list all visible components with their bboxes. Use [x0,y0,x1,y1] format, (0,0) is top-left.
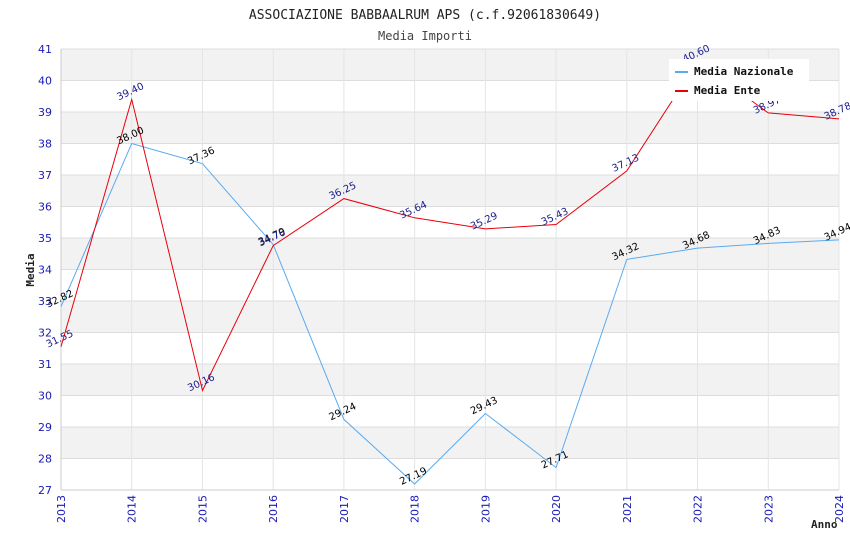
x-axis-title: Anno [811,518,838,531]
series-line-media-nazionale [60,142,840,485]
y-tick-label: 40 [38,75,52,88]
x-tick-labels: 2013 2014 2015 2016 2017 2018 2019 2020 2021 2022… [55,495,846,523]
series-line-media-ente [60,60,840,392]
y-tick-label: 32 [38,327,52,340]
chart-subtitle: Media Importi [378,29,472,43]
data-label: 37.36 [186,145,217,167]
y-tick-label: 28 [38,453,52,466]
x-tick-label: 2019 [479,495,492,523]
x-tick-label: 2016 [267,495,280,523]
grid-band [61,364,839,396]
x-tick-label: 2020 [550,495,563,523]
data-label: 35.29 [469,211,500,233]
x-tick-label: 2018 [409,495,422,523]
chart-title: ASSOCIAZIONE BABBAALRUM APS (c.f.9206183… [249,8,601,23]
y-tick-label: 35 [38,232,52,245]
grid-band [61,301,839,333]
y-tick-label: 36 [38,201,52,214]
grid-band [61,112,839,144]
x-tick-label: 2021 [621,495,634,523]
x-tick-label: 2024 [833,495,846,523]
y-tick-label: 39 [38,106,52,119]
x-tick-label: 2017 [338,495,351,523]
y-tick-labels: 27 28 29 30 31 32 33 34 35 36 37 38 39 40 41 [38,43,52,497]
y-tick-label: 29 [38,421,52,434]
x-tick-label: 2013 [55,495,68,523]
y-tick-label: 31 [38,358,52,371]
y-tick-label: 37 [38,169,52,182]
y-axis-title: Media [24,253,37,286]
chart-axes [60,49,839,491]
x-tick-label: 2014 [126,495,139,523]
chart-gridlines [60,48,840,491]
y-tick-label: 41 [38,43,52,56]
legend-label-media-nazionale: Media Nazionale [694,65,794,78]
x-tick-label: 2015 [196,495,209,523]
y-tick-label: 38 [38,138,52,151]
chart-bands [61,49,839,459]
y-tick-label: 30 [38,390,52,403]
y-tick-label: 34 [38,264,52,277]
x-tick-label: 2022 [692,495,705,523]
y-tick-label: 27 [38,484,52,497]
grid-band [61,175,839,207]
data-label: 27.19 [398,466,429,488]
legend-box [669,59,809,101]
legend-label-media-ente: Media Ente [694,84,761,97]
grid-band [61,427,839,459]
x-tick-label: 2023 [762,495,775,523]
grid-band [61,238,839,270]
data-label: 29.24 [328,401,359,423]
y-tick-label: 33 [38,295,52,308]
data-label: 39.40 [115,81,146,103]
legend: Media Nazionale Media Ente [669,59,809,101]
